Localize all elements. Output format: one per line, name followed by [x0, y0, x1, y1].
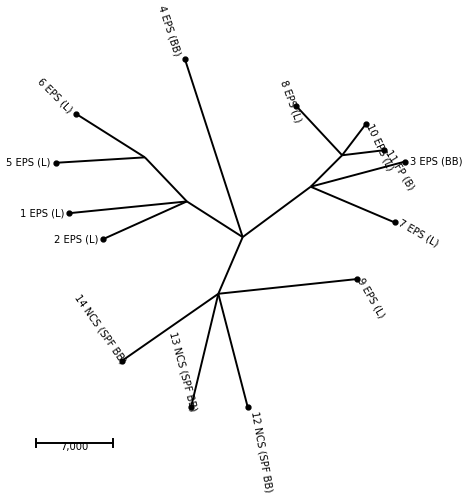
Text: 5 EPS (L): 5 EPS (L) — [6, 158, 50, 168]
Text: 8 EPS (L): 8 EPS (L) — [279, 78, 304, 124]
Text: 3 EPS (BB): 3 EPS (BB) — [410, 156, 462, 166]
Text: 11 FP (B): 11 FP (B) — [383, 148, 416, 192]
Text: 1 EPS (L): 1 EPS (L) — [20, 208, 64, 218]
Text: 10 EPS (L): 10 EPS (L) — [365, 122, 395, 172]
Text: 7,000: 7,000 — [61, 442, 89, 452]
Text: 6 EPS (L): 6 EPS (L) — [36, 76, 74, 115]
Text: 7 EPS (L): 7 EPS (L) — [397, 218, 440, 249]
Text: 13 NCS (SPF BB): 13 NCS (SPF BB) — [168, 330, 199, 412]
Text: 9 EPS (L): 9 EPS (L) — [356, 276, 387, 320]
Text: 4 EPS (BB): 4 EPS (BB) — [157, 4, 183, 57]
Text: 12 NCS (SPF BB): 12 NCS (SPF BB) — [250, 410, 274, 493]
Text: 2 EPS (L): 2 EPS (L) — [54, 234, 98, 244]
Text: 14 NCS (SPF BB): 14 NCS (SPF BB) — [73, 293, 128, 366]
